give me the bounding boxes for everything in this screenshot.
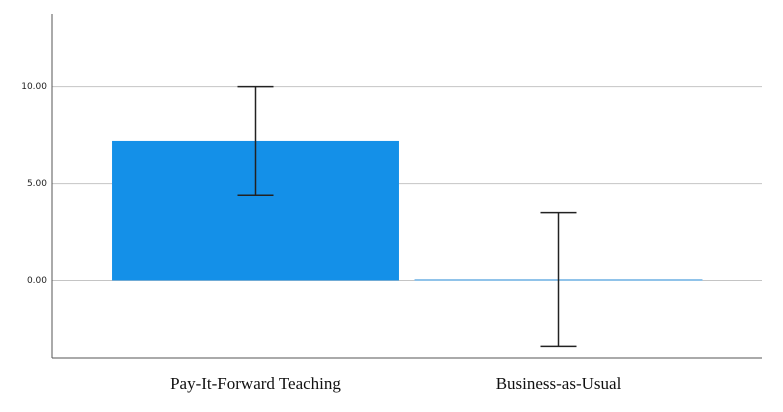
y-tick-label: 10.00: [21, 82, 47, 92]
x-tick-label: Business-as-Usual: [496, 374, 622, 393]
error-bar: [237, 85, 274, 196]
x-tick-label: Pay-It-Forward Teaching: [170, 374, 341, 393]
y-tick-label: 0.00: [27, 276, 47, 286]
error-bar: [540, 211, 577, 348]
y-tick-label: 5.00: [27, 179, 47, 189]
